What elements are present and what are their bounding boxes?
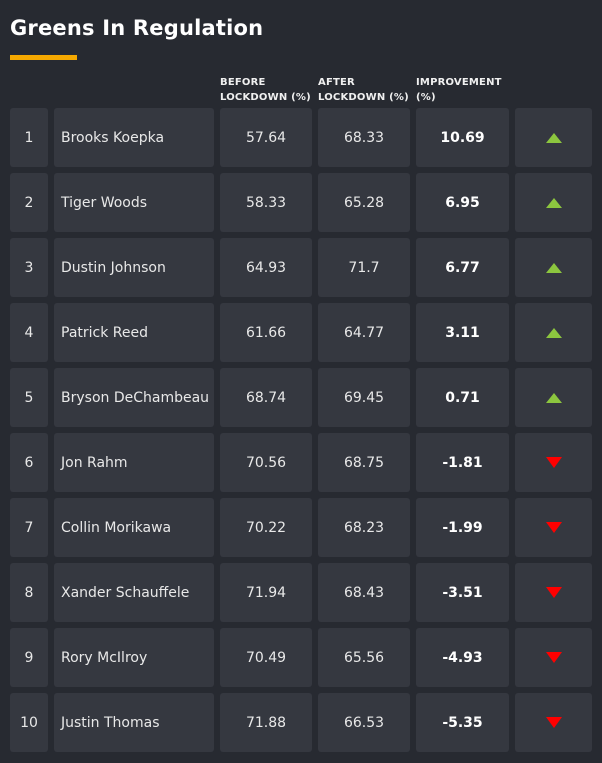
trend-cell <box>515 173 592 232</box>
player-name-cell: Patrick Reed <box>54 303 214 362</box>
improvement-cell: 6.95 <box>416 173 509 232</box>
before-lockdown-cell: 70.56 <box>220 433 312 492</box>
table-row: 1 Brooks Koepka 57.64 68.33 10.69 <box>0 108 602 167</box>
improvement-cell: -4.93 <box>416 628 509 687</box>
after-lockdown-cell: 69.45 <box>318 368 410 427</box>
header-improvement-line2: (%) <box>416 92 436 103</box>
trend-cell <box>515 108 592 167</box>
triangle-up-icon <box>545 197 562 208</box>
triangle-down-icon <box>545 587 562 598</box>
trend-cell <box>515 433 592 492</box>
triangle-up-icon <box>545 327 562 338</box>
after-lockdown-cell: 68.23 <box>318 498 410 557</box>
trend-cell <box>515 693 592 752</box>
header-after: AFTER LOCKDOWN (%) <box>318 75 409 105</box>
before-lockdown-cell: 71.88 <box>220 693 312 752</box>
header-improvement-line1: IMPROVEMENT <box>416 77 502 88</box>
table-row: 9 Rory McIlroy 70.49 65.56 -4.93 <box>0 628 602 687</box>
rank-cell: 5 <box>10 368 48 427</box>
improvement-cell: -3.51 <box>416 563 509 622</box>
after-lockdown-cell: 71.7 <box>318 238 410 297</box>
improvement-cell: 6.77 <box>416 238 509 297</box>
after-lockdown-cell: 68.75 <box>318 433 410 492</box>
improvement-cell: 3.11 <box>416 303 509 362</box>
before-lockdown-cell: 64.93 <box>220 238 312 297</box>
player-name-cell: Brooks Koepka <box>54 108 214 167</box>
before-lockdown-cell: 57.64 <box>220 108 312 167</box>
triangle-down-icon <box>545 457 562 468</box>
triangle-up-icon <box>545 262 562 273</box>
rank-cell: 2 <box>10 173 48 232</box>
after-lockdown-cell: 64.77 <box>318 303 410 362</box>
rank-cell: 9 <box>10 628 48 687</box>
player-name-cell: Tiger Woods <box>54 173 214 232</box>
rank-cell: 7 <box>10 498 48 557</box>
header-after-line1: AFTER <box>318 77 355 88</box>
triangle-up-icon <box>545 132 562 143</box>
player-name-cell: Xander Schauffele <box>54 563 214 622</box>
header-before: BEFORE LOCKDOWN (%) <box>220 75 311 105</box>
table-row: 2 Tiger Woods 58.33 65.28 6.95 <box>0 173 602 232</box>
page-title: Greens In Regulation <box>10 16 264 40</box>
trend-cell <box>515 628 592 687</box>
rank-cell: 6 <box>10 433 48 492</box>
rank-cell: 10 <box>10 693 48 752</box>
trend-cell <box>515 563 592 622</box>
trend-cell <box>515 368 592 427</box>
table-row: 3 Dustin Johnson 64.93 71.7 6.77 <box>0 238 602 297</box>
before-lockdown-cell: 70.22 <box>220 498 312 557</box>
rank-cell: 4 <box>10 303 48 362</box>
before-lockdown-cell: 58.33 <box>220 173 312 232</box>
improvement-cell: -1.99 <box>416 498 509 557</box>
after-lockdown-cell: 65.56 <box>318 628 410 687</box>
player-name-cell: Jon Rahm <box>54 433 214 492</box>
before-lockdown-cell: 68.74 <box>220 368 312 427</box>
trend-cell <box>515 498 592 557</box>
player-name-cell: Dustin Johnson <box>54 238 214 297</box>
header-after-line2: LOCKDOWN (%) <box>318 92 409 103</box>
improvement-cell: -5.35 <box>416 693 509 752</box>
title-underline <box>10 55 77 60</box>
table-row: 6 Jon Rahm 70.56 68.75 -1.81 <box>0 433 602 492</box>
rank-cell: 8 <box>10 563 48 622</box>
rank-cell: 1 <box>10 108 48 167</box>
after-lockdown-cell: 66.53 <box>318 693 410 752</box>
player-name-cell: Justin Thomas <box>54 693 214 752</box>
header-improvement: IMPROVEMENT (%) <box>416 75 502 105</box>
table-row: 10 Justin Thomas 71.88 66.53 -5.35 <box>0 693 602 752</box>
table-row: 8 Xander Schauffele 71.94 68.43 -3.51 <box>0 563 602 622</box>
player-name-cell: Collin Morikawa <box>54 498 214 557</box>
before-lockdown-cell: 71.94 <box>220 563 312 622</box>
before-lockdown-cell: 61.66 <box>220 303 312 362</box>
trend-cell <box>515 238 592 297</box>
improvement-cell: -1.81 <box>416 433 509 492</box>
improvement-cell: 0.71 <box>416 368 509 427</box>
before-lockdown-cell: 70.49 <box>220 628 312 687</box>
table-row: 7 Collin Morikawa 70.22 68.23 -1.99 <box>0 498 602 557</box>
after-lockdown-cell: 68.43 <box>318 563 410 622</box>
triangle-up-icon <box>545 392 562 403</box>
improvement-cell: 10.69 <box>416 108 509 167</box>
after-lockdown-cell: 65.28 <box>318 173 410 232</box>
table-row: 4 Patrick Reed 61.66 64.77 3.11 <box>0 303 602 362</box>
table-row: 5 Bryson DeChambeau 68.74 69.45 0.71 <box>0 368 602 427</box>
header-before-line2: LOCKDOWN (%) <box>220 92 311 103</box>
player-name-cell: Bryson DeChambeau <box>54 368 214 427</box>
triangle-down-icon <box>545 522 562 533</box>
triangle-down-icon <box>545 652 562 663</box>
header-before-line1: BEFORE <box>220 77 266 88</box>
rank-cell: 3 <box>10 238 48 297</box>
trend-cell <box>515 303 592 362</box>
after-lockdown-cell: 68.33 <box>318 108 410 167</box>
player-name-cell: Rory McIlroy <box>54 628 214 687</box>
triangle-down-icon <box>545 717 562 728</box>
